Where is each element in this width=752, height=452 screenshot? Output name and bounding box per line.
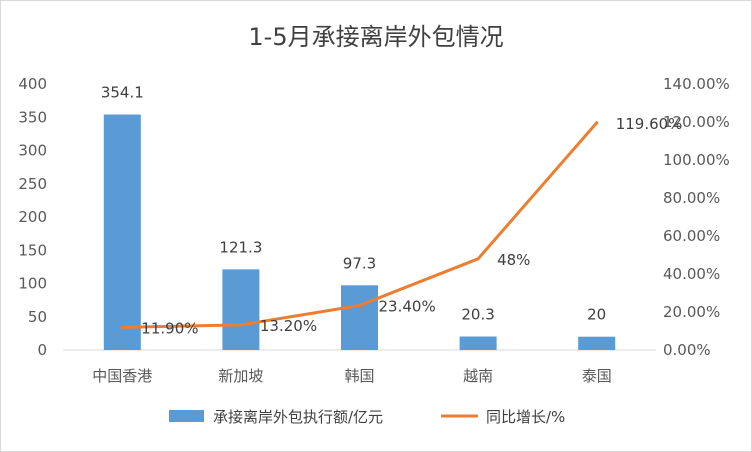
bar-value-label: 121.3 <box>219 238 262 256</box>
legend-bar-label: 承接离岸外包执行额/亿元 <box>213 408 383 426</box>
bar-value-label: 20.3 <box>461 306 494 324</box>
growth-value-label: 13.20% <box>260 317 317 335</box>
line-series <box>120 121 599 329</box>
y-right-tick-label: 60.00% <box>663 227 720 245</box>
x-category-label: 越南 <box>463 367 493 385</box>
y-left-tick-label: 400 <box>18 75 47 93</box>
y-left-tick-label: 50 <box>28 308 47 326</box>
growth-point <box>239 323 243 327</box>
legend-bar-swatch <box>169 410 204 422</box>
y-left-tick-label: 250 <box>18 175 47 193</box>
bar-value-label: 97.3 <box>343 254 376 272</box>
y-left-tick-label: 300 <box>18 142 47 160</box>
x-category-label: 韩国 <box>344 367 374 385</box>
legend-line-label: 同比增长/% <box>486 408 565 426</box>
growth-point <box>358 304 361 308</box>
y-right-tick-label: 140.00% <box>663 75 730 93</box>
y-left-tick-label: 100 <box>18 275 47 293</box>
y-left-tick-label: 350 <box>18 108 47 126</box>
x-category-label: 新加坡 <box>218 367 263 385</box>
growth-value-label: 11.90% <box>141 319 198 337</box>
growth-value-label: 119.60% <box>616 115 683 133</box>
data-labels: 354.1 121.3 97.3 20.3 20 11.90% 13.20% 23.40% 48… <box>101 84 683 338</box>
y-left-tick-label: 200 <box>18 208 47 226</box>
bar-value-label: 20 <box>587 306 606 324</box>
growth-value-label: 48% <box>497 251 530 269</box>
y-right-tick-label: 20.00% <box>663 303 720 321</box>
bar <box>341 285 378 350</box>
growth-point <box>120 325 124 329</box>
y-left-tick-label: 150 <box>18 241 47 259</box>
growth-value-label: 23.40% <box>379 298 436 316</box>
legend: 承接离岸外包执行额/亿元 同比增长/% <box>169 408 565 426</box>
chart-axes: 0 50 100 150 200 250 300 350 400 0.00% 20.00% 40.00… <box>18 75 729 385</box>
y-right-tick-label: 80.00% <box>663 189 720 207</box>
bar <box>222 269 260 350</box>
y-right-tick-label: 0.00% <box>663 341 711 359</box>
bar <box>103 114 141 350</box>
y-right-tick-label: 100.00% <box>663 151 730 169</box>
y-right-tick-label: 40.00% <box>663 265 720 283</box>
x-category-label: 泰国 <box>582 367 612 385</box>
growth-point <box>595 121 599 125</box>
growth-point <box>476 257 480 261</box>
x-category-label: 中国香港 <box>92 367 152 385</box>
y-right-tick-label: 120.00% <box>663 113 730 131</box>
bar-value-label: 354.1 <box>101 84 144 102</box>
bar <box>578 336 616 350</box>
bar-series <box>103 114 616 350</box>
bar <box>459 336 497 350</box>
chart-title: 1-5月承接离岸外包情况 <box>248 23 503 51</box>
y-left-tick-label: 0 <box>37 341 47 359</box>
